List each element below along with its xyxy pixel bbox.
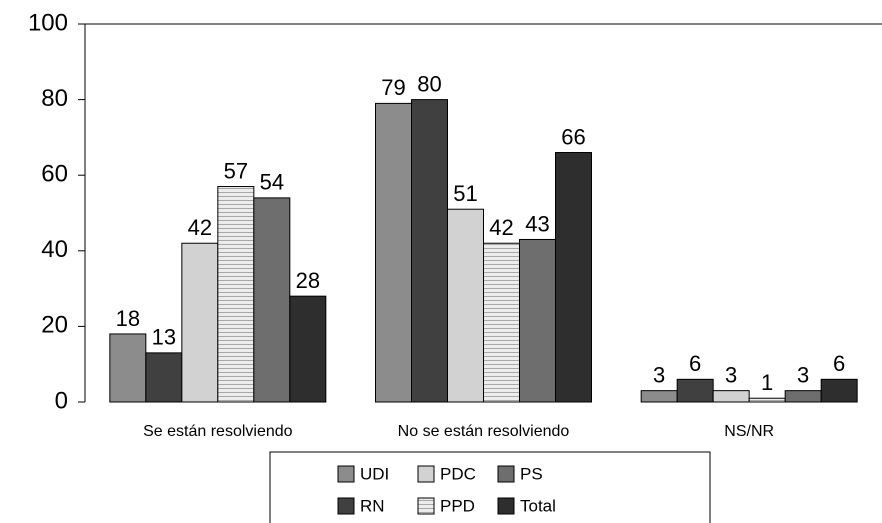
value-label: 66 (561, 124, 585, 149)
value-label: 80 (417, 71, 441, 96)
value-label: 42 (489, 215, 513, 240)
legend-swatch (417, 465, 435, 483)
legend-label: PPD (440, 496, 475, 515)
bar (411, 99, 448, 403)
x-tick-label: Se están resolviendo (143, 423, 293, 440)
bar (145, 352, 183, 403)
bar (748, 397, 786, 403)
value-label: 42 (188, 215, 212, 240)
legend-label: UDI (360, 464, 389, 483)
y-tick-label: 80 (41, 85, 68, 112)
value-label: 3 (797, 362, 809, 387)
value-label: 43 (525, 211, 549, 236)
value-label: 79 (381, 75, 405, 100)
value-label: 18 (116, 306, 140, 331)
value-label: 6 (833, 351, 845, 376)
bar (784, 390, 822, 403)
value-label: 57 (224, 158, 248, 183)
value-label: 1 (761, 370, 773, 395)
value-label: 51 (453, 181, 477, 206)
legend-label: PDC (440, 464, 476, 483)
bar (555, 152, 592, 403)
bar (375, 102, 412, 403)
legend-swatch (497, 465, 515, 483)
legend-swatch (337, 497, 355, 515)
bar (483, 242, 520, 403)
value-label: 3 (725, 362, 737, 387)
y-tick-label: 40 (41, 236, 68, 263)
value-label: 3 (653, 362, 665, 387)
bar (109, 333, 147, 403)
x-tick-label: No se están resolviendo (398, 423, 570, 440)
bar (447, 208, 484, 403)
legend-box (269, 451, 711, 523)
bar (820, 378, 858, 403)
legend-swatch (337, 465, 355, 483)
bar (289, 295, 327, 403)
legend-label: Total (520, 496, 556, 515)
legend-label: RN (360, 496, 385, 515)
x-tick-label: NS/NR (724, 423, 774, 440)
value-label: 6 (689, 351, 701, 376)
y-tick-label: 20 (41, 312, 68, 339)
y-tick-label: 60 (41, 161, 68, 188)
bar (640, 390, 678, 403)
legend-swatch (417, 497, 435, 515)
y-tick-label: 100 (28, 9, 68, 36)
bar (217, 186, 255, 403)
legend-label: PS (520, 464, 543, 483)
bar (712, 390, 750, 403)
value-label: 13 (152, 325, 176, 350)
bar (253, 197, 291, 403)
bar (181, 242, 219, 403)
value-label: 28 (296, 268, 320, 293)
bar (676, 378, 714, 403)
legend-swatch (497, 497, 515, 515)
value-label: 54 (260, 170, 284, 195)
y-tick-label: 0 (55, 387, 68, 414)
bar (519, 238, 556, 403)
